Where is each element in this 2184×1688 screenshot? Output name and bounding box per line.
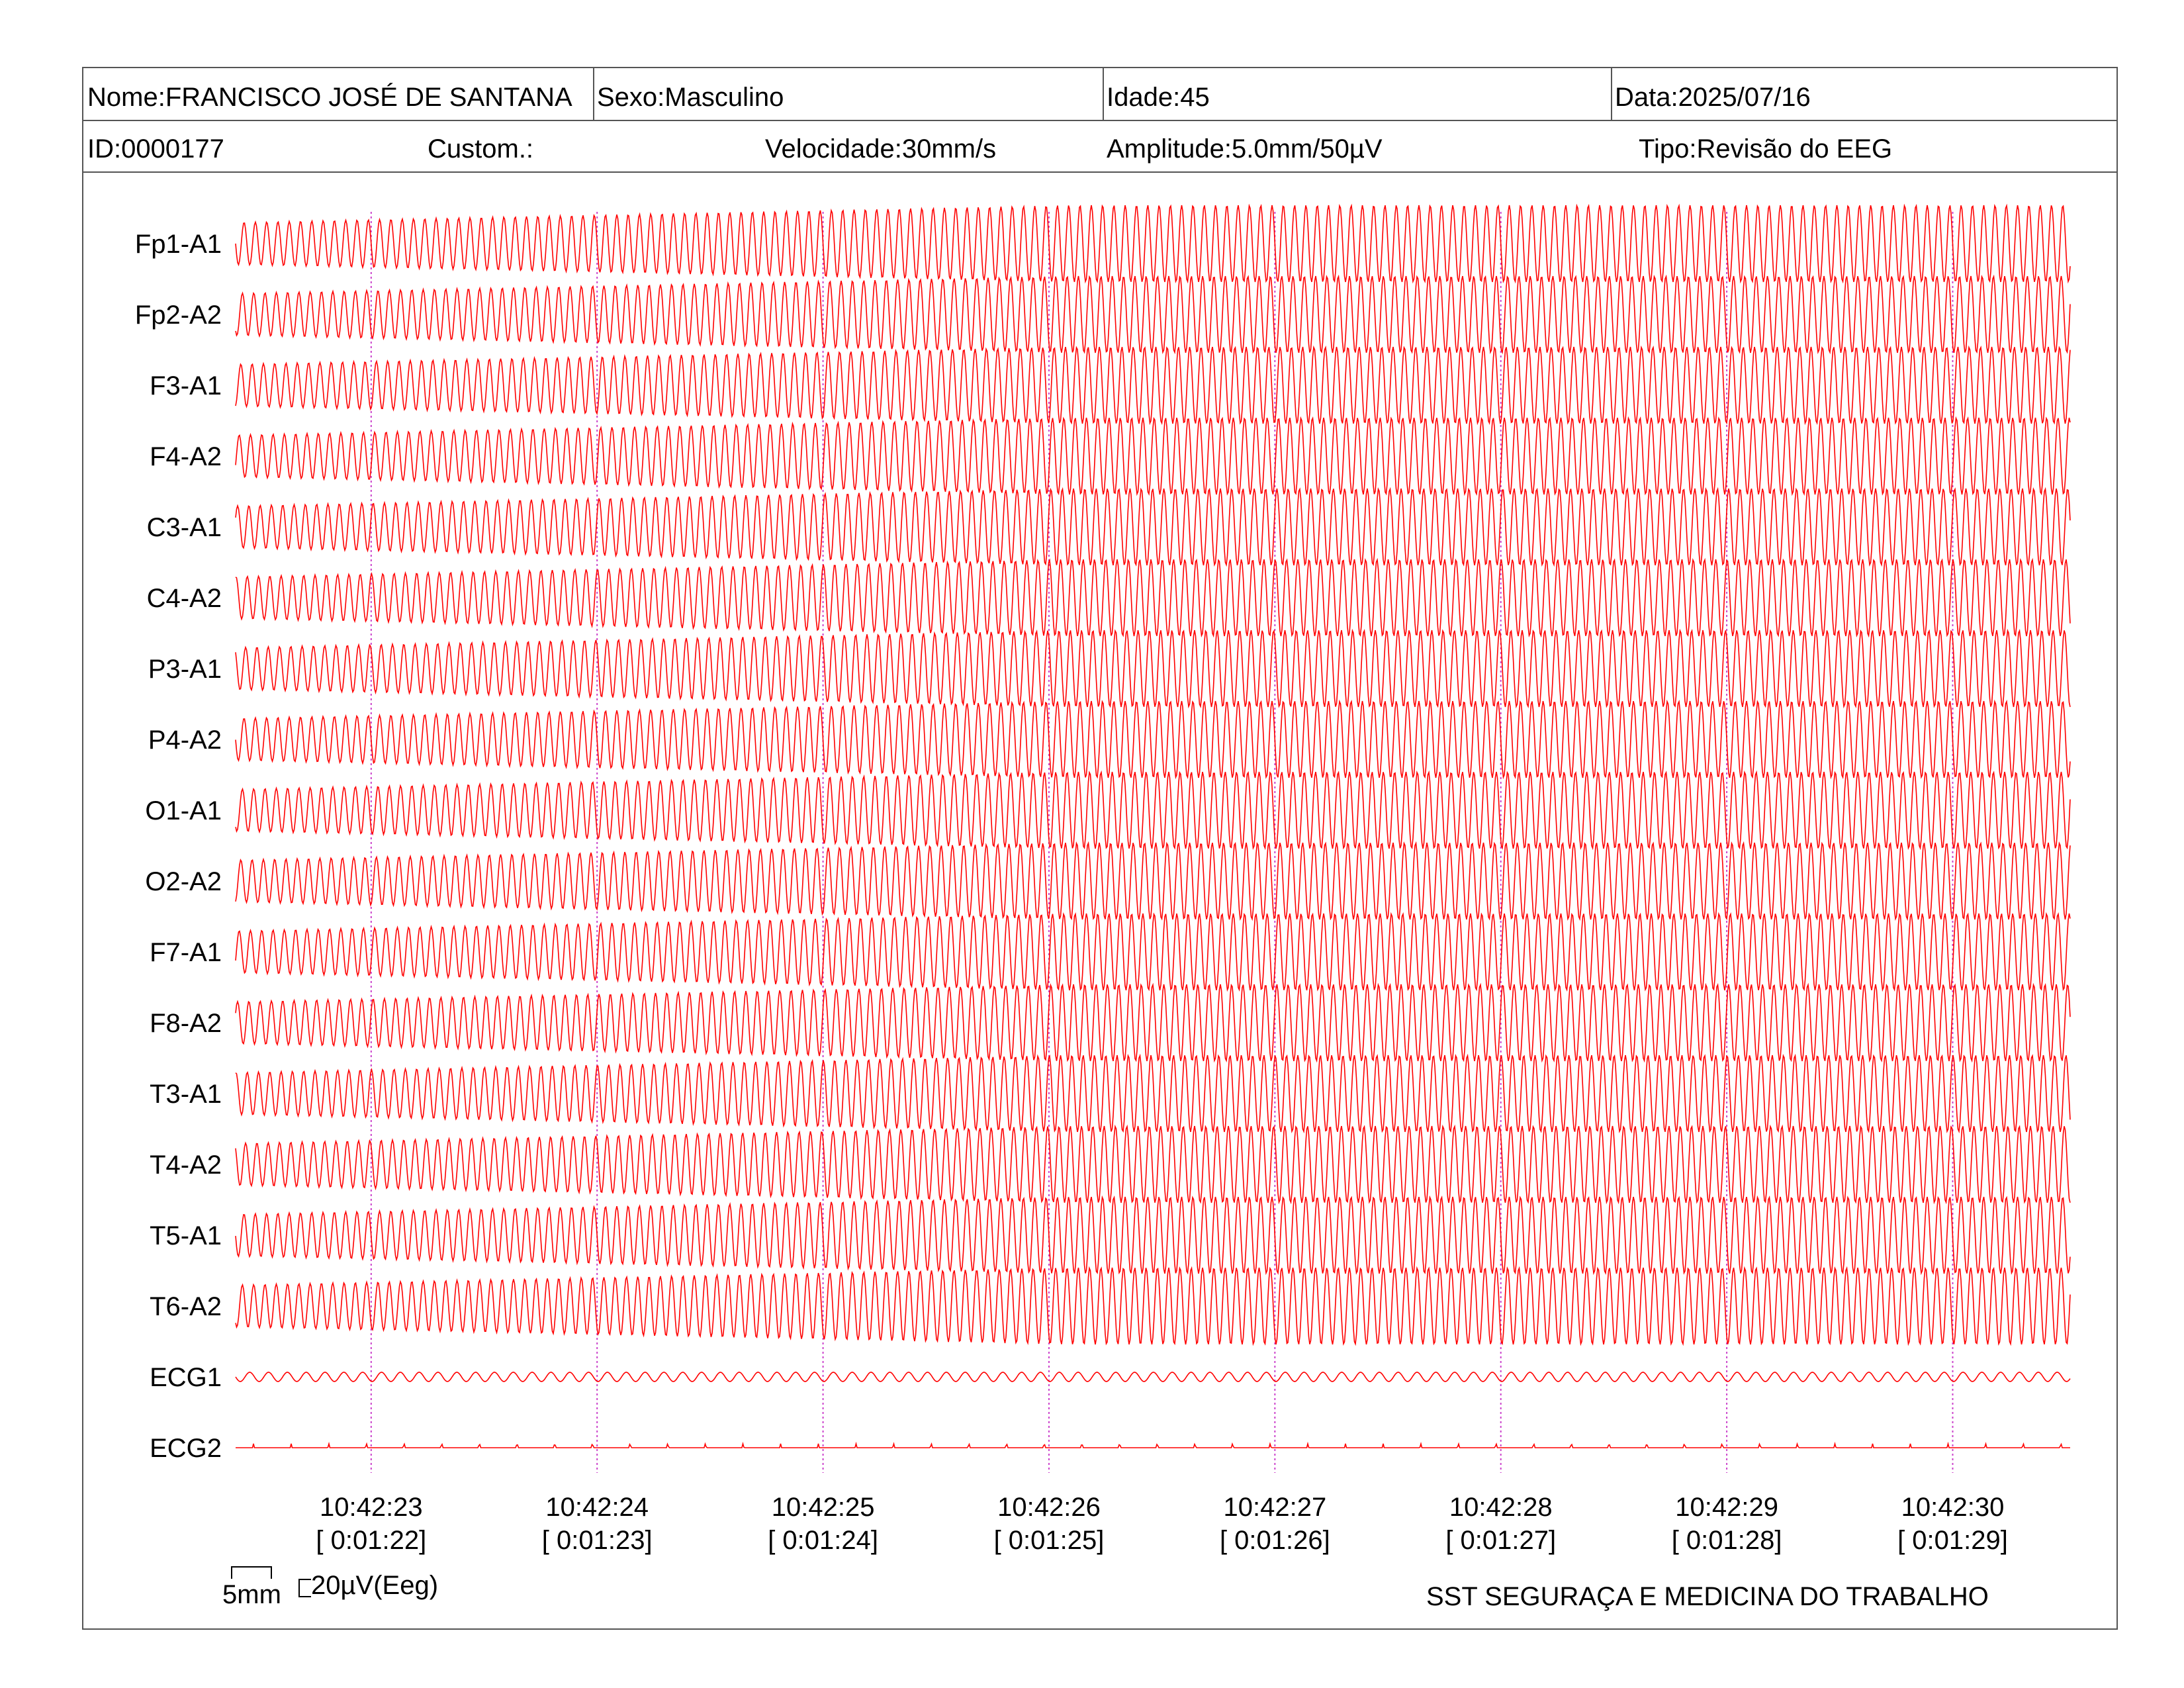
- elapsed-tick-label: [ 0:01:22]: [316, 1526, 426, 1555]
- channel-trace: [235, 203, 2071, 284]
- header-divider: [593, 68, 594, 120]
- amplitude-scale-bar: [298, 1579, 311, 1597]
- channel-label: F7-A1: [150, 938, 222, 967]
- custom-field: Custom.:: [428, 134, 534, 164]
- channel-trace: [235, 912, 2071, 992]
- elapsed-tick-label: [ 0:01:23]: [542, 1526, 653, 1555]
- channel-trace: [235, 416, 2071, 496]
- header-divider: [1611, 68, 1612, 120]
- channel-trace: [235, 1372, 2071, 1382]
- channel-label: T6-A2: [150, 1292, 222, 1321]
- exam-type: Tipo:Revisão do EEG: [1639, 134, 1893, 164]
- channel-label: T4-A2: [150, 1150, 222, 1180]
- elapsed-tick-label: [ 0:01:24]: [768, 1526, 878, 1555]
- elapsed-tick-label: [ 0:01:28]: [1672, 1526, 1782, 1555]
- elapsed-tick-label: [ 0:01:26]: [1220, 1526, 1330, 1555]
- patient-name: Nome:FRANCISCO JOSÉ DE SANTANA: [87, 83, 572, 112]
- channel-trace: [235, 274, 2071, 355]
- channel-label: Fp1-A1: [135, 230, 222, 259]
- patient-id: ID:0000177: [87, 134, 224, 164]
- channel-label: F3-A1: [150, 371, 222, 400]
- header-divider: [1103, 68, 1104, 120]
- channel-trace: [235, 628, 2071, 709]
- elapsed-tick-label: [ 0:01:27]: [1445, 1526, 1556, 1555]
- patient-age: Idade:45: [1107, 83, 1210, 112]
- time-tick-label: 10:42:27: [1223, 1493, 1326, 1522]
- channel-label: F4-A2: [150, 442, 222, 471]
- channel-trace: [235, 1053, 2071, 1134]
- elapsed-tick-label: [ 0:01:29]: [1897, 1526, 2008, 1555]
- time-tick-label: 10:42:28: [1449, 1493, 1553, 1522]
- time-tick-label: 10:42:30: [1901, 1493, 2005, 1522]
- channel-trace: [235, 1124, 2071, 1205]
- channel-label: O2-A2: [145, 867, 222, 896]
- channel-trace: [235, 1195, 2071, 1276]
- channel-label: P4-A2: [148, 726, 222, 755]
- channel-trace: [235, 345, 2071, 426]
- time-tick-label: 10:42:25: [772, 1493, 875, 1522]
- channel-trace: [235, 770, 2071, 851]
- channel-label: F8-A2: [150, 1009, 222, 1038]
- header-row-2: ID:0000177 Custom.: Velocidade:30mm/s Am…: [83, 120, 2116, 173]
- channel-label: Fp2-A2: [135, 301, 222, 330]
- channel-label: P3-A1: [148, 655, 222, 684]
- amplitude-setting: Amplitude:5.0mm/50µV: [1107, 134, 1383, 164]
- channel-trace: [235, 1266, 2071, 1346]
- time-tick-label: 10:42:24: [545, 1493, 649, 1522]
- header-row-1: Nome:FRANCISCO JOSÉ DE SANTANA Sexo:Masc…: [83, 68, 2116, 121]
- channel-trace: [236, 1441, 2070, 1448]
- channel-trace: [235, 487, 2071, 567]
- paper-speed: Velocidade:30mm/s: [765, 134, 997, 164]
- time-tick-label: 10:42:26: [997, 1493, 1101, 1522]
- channel-label: ECG1: [150, 1363, 222, 1392]
- channel-trace: [235, 841, 2071, 921]
- time-tick-label: 10:42:29: [1675, 1493, 1778, 1522]
- patient-sex: Sexo:Masculino: [597, 83, 784, 112]
- time-scale-label: 5mm: [222, 1580, 281, 1609]
- time-tick-label: 10:42:23: [320, 1493, 423, 1522]
- report-frame: Nome:FRANCISCO JOSÉ DE SANTANA Sexo:Masc…: [82, 67, 2118, 1630]
- channel-label: T3-A1: [150, 1080, 222, 1109]
- channel-trace: [235, 982, 2071, 1063]
- channel-label: C3-A1: [147, 513, 222, 542]
- channel-label: C4-A2: [147, 584, 222, 613]
- channel-label: O1-A1: [145, 796, 222, 825]
- channel-label: ECG2: [150, 1434, 222, 1463]
- elapsed-tick-label: [ 0:01:25]: [994, 1526, 1105, 1555]
- time-scale-bar: [231, 1566, 272, 1579]
- channel-trace: [235, 699, 2071, 780]
- channel-trace: [235, 557, 2071, 638]
- exam-date: Data:2025/07/16: [1615, 83, 1811, 112]
- channel-label: T5-A1: [150, 1221, 222, 1250]
- organization-name: SST SEGURAÇA E MEDICINA DO TRABALHO: [1426, 1582, 1989, 1611]
- amplitude-scale-label: 20µV(Eeg): [311, 1571, 438, 1600]
